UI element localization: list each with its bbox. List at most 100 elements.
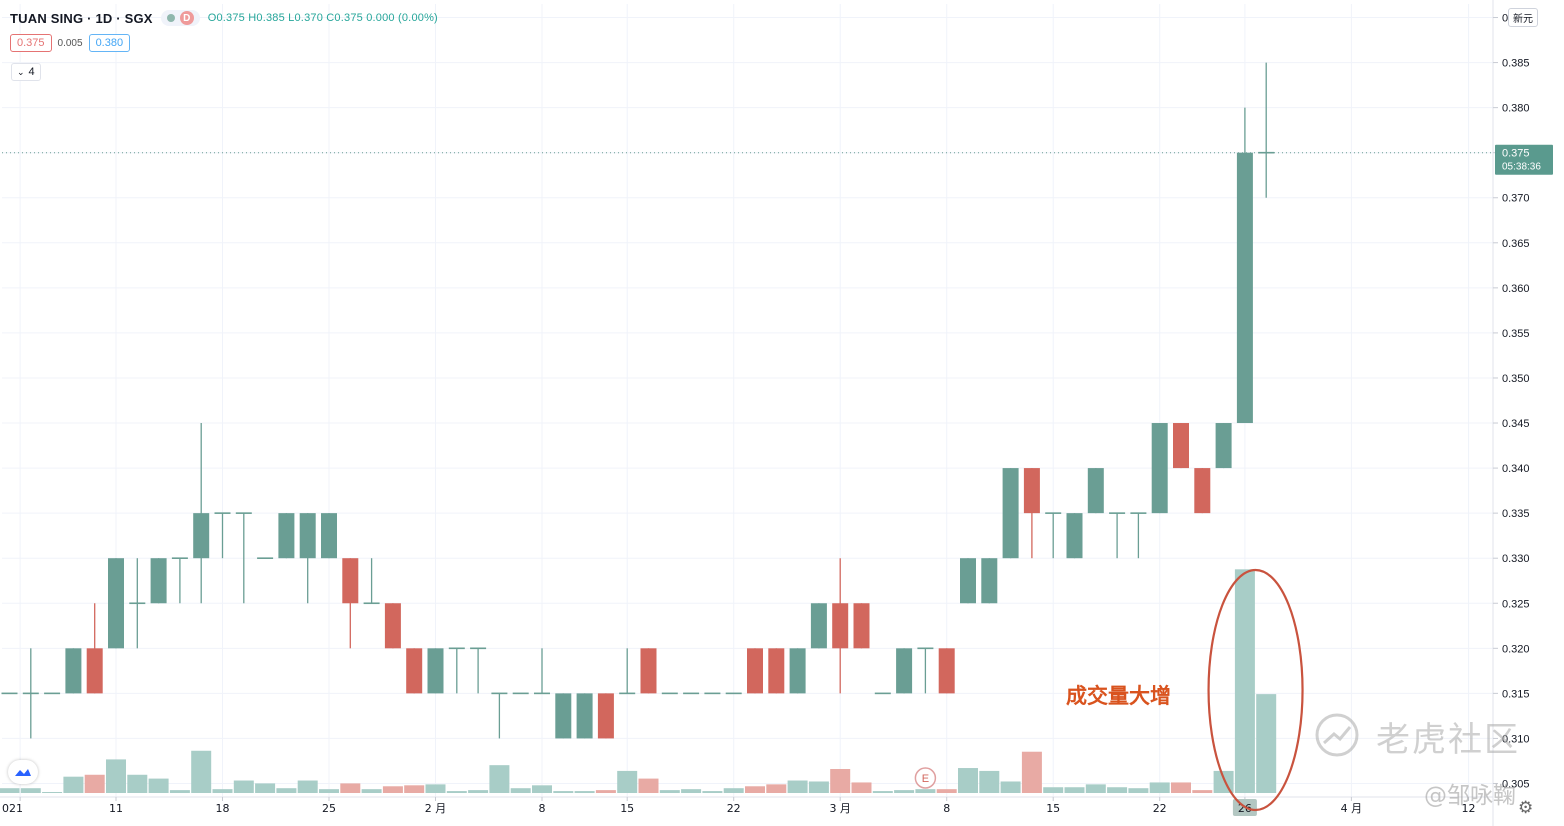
volume-bar [340,783,361,793]
watermark-user: @邹咏鞠 [1424,783,1516,809]
volume-bar [106,759,126,793]
price-tick-label: 0.350 [1502,373,1530,385]
volume-bar [745,786,765,793]
indicators-toggle[interactable]: ⌄ 4 [11,63,41,81]
watermark-logo-text: 老虎社区 [1376,720,1520,760]
candle-body [896,648,913,694]
price-tick-label: 0.355 [1502,328,1530,340]
candle-body [235,512,252,514]
candle-body [299,513,316,559]
candle-body [108,558,124,649]
volume-bar [319,789,339,793]
candle-body [555,693,572,739]
volume-bar [894,790,915,793]
buy-price-button[interactable]: 0.380 [88,34,131,52]
settings-gear-icon[interactable]: ⚙ [1518,798,1534,817]
candle-body [363,602,380,605]
volume-bar [532,785,552,793]
ohlc-item: L0.370 [288,12,327,24]
candle-body [512,692,529,695]
volume-bar [1043,787,1064,793]
candle-body [86,648,103,694]
candle-body [1151,423,1168,514]
volume-bar [169,790,190,793]
volume-bar [595,790,616,793]
volume-bar [1021,751,1042,793]
price-tick-label: 0.335 [1502,508,1530,520]
volume-bar [148,778,169,793]
candle-body [704,692,721,695]
volume-bar [127,774,148,793]
volume-bar [1107,787,1128,793]
volume-bar [84,774,105,793]
candle-body [874,692,891,695]
market-status[interactable]: D [160,10,200,26]
time-tick-label: 15 [620,802,634,815]
candle-body [938,648,955,694]
volume-bar [446,791,467,793]
currency-label[interactable]: 新元 [1508,8,1538,27]
volume-bar [489,765,510,793]
volume-bar [638,778,659,793]
symbol-title[interactable]: TUAN SING · 1D · SGX [10,10,153,26]
candle-body [1215,423,1232,469]
last-price-value: 0.375 [1502,148,1530,160]
price-tick-label: 0.385 [1502,58,1530,70]
price-axis[interactable]: 0.305 0.310 0.315 0.320 0.325 0.330 0.335 0.340… [1492,0,1530,826]
time-tick-label: 22 [727,802,741,815]
price-tick-label: 0.345 [1502,418,1530,430]
candle-body [214,512,231,514]
candle-body [171,557,188,559]
spread-value: 0.005 [57,37,83,49]
earnings-marker[interactable]: E [914,767,937,789]
price-tick-label: 0.315 [1502,688,1530,700]
price-tick-label: 0.320 [1502,643,1530,655]
volume-bar [1171,782,1191,793]
price-tick-label: 0.310 [1502,733,1530,745]
last-price-countdown: 05:38:36 [1502,162,1541,173]
volume-bar [382,786,403,793]
volume-bar [1256,694,1277,793]
candle-body [491,692,508,695]
candle-body [257,557,274,559]
time-tick-label: 11 [109,802,123,815]
candle-body [981,558,998,604]
price-tick-label: 0.370 [1502,193,1530,205]
time-tick-label: 25 [322,802,336,815]
ohlc-item: O0.375 [207,12,249,24]
indicators-count: 4 [28,66,35,78]
watermark-logo: 老虎社区 [1315,712,1520,761]
volume-bar [574,791,595,793]
volume-bar [681,789,702,793]
volume-bar [191,750,212,793]
quote-panel: 0.375 0.005 0.380 [10,34,131,52]
candle-body [193,513,210,559]
candlesticks [1,62,1275,739]
candle-body [1109,512,1126,514]
candle-body [810,603,827,649]
volume-highlight-ellipse [1207,568,1304,812]
tradingview-logo[interactable] [8,760,38,784]
volume-bar [1192,790,1213,793]
market-status-dot [166,14,175,22]
volume-bar [1064,787,1085,793]
candle-body [342,558,359,604]
price-tick-label: 0.365 [1502,238,1530,250]
volume-bar [808,781,829,793]
earnings-circle[interactable] [914,767,937,789]
volume-bar [830,769,851,793]
time-tick-label: 3 月 [829,802,851,815]
time-axis[interactable]: 021 11 18 25 2 月 8 15 22 3 月 8 15 22 26 4 月 12 [0,796,1493,816]
candle-body [960,558,976,604]
candle-body [1002,468,1019,559]
sell-price-button[interactable]: 0.375 [10,34,52,52]
volume-bar [20,788,41,793]
chevron-down-icon: ⌄ [17,66,25,77]
candle-body [1087,468,1104,514]
volume-bar [659,790,680,793]
volume-bar [1128,788,1149,793]
earnings-letter: E [922,773,929,785]
candle-body [1173,423,1189,469]
volume-bar [297,780,318,793]
